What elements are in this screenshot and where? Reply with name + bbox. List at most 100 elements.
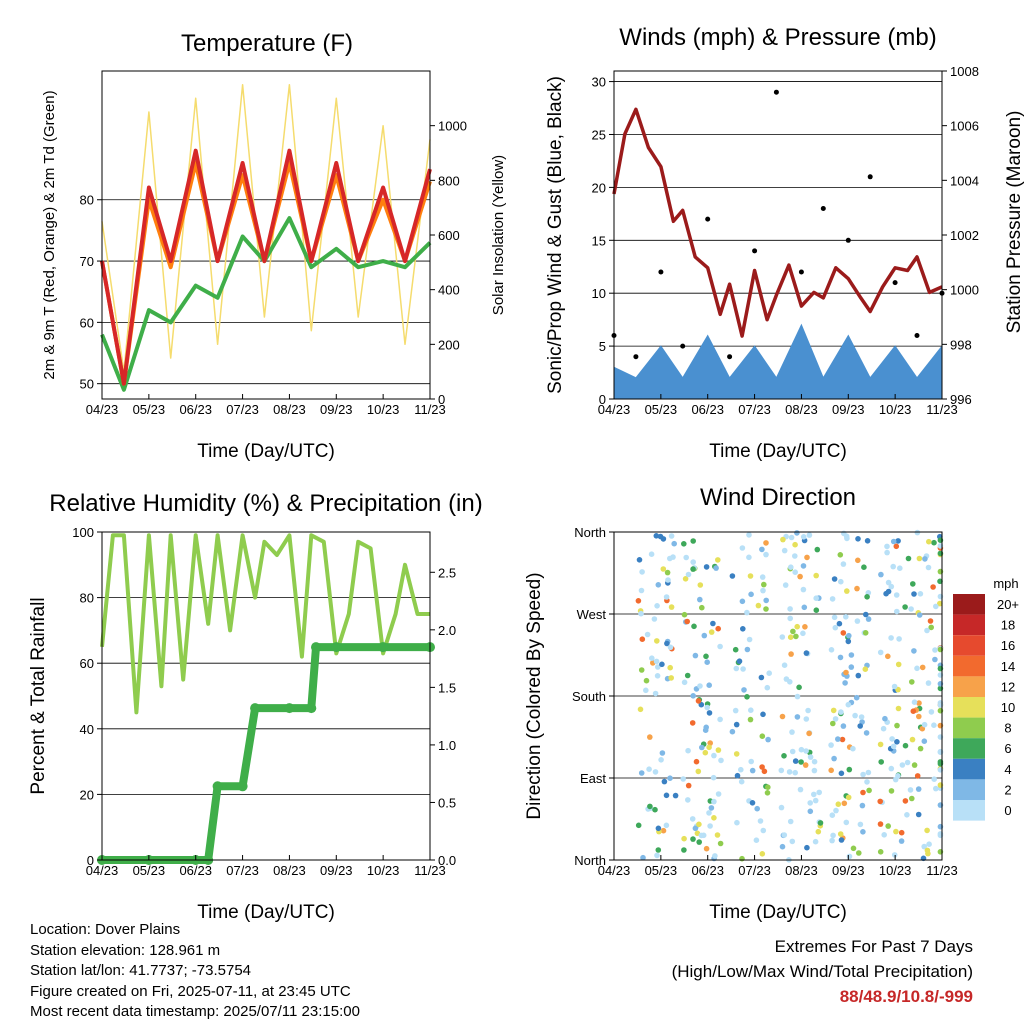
direction-point	[911, 648, 917, 654]
direction-point	[800, 563, 807, 569]
direction-point	[685, 571, 692, 578]
direction-point	[882, 715, 888, 722]
wind-direction-xlabel: Time (Day/UTC)	[709, 902, 847, 923]
direction-point	[877, 741, 884, 748]
y-tick-label: 1008	[950, 64, 979, 79]
y-tick-label: 80	[80, 591, 94, 606]
x-tick-label: 05/23	[645, 863, 678, 878]
y-tick-label: 0	[599, 392, 606, 407]
direction-point	[841, 800, 848, 807]
direction-point	[712, 853, 718, 859]
y-tick-label: 30	[592, 75, 606, 90]
direction-point	[717, 840, 724, 847]
direction-point	[700, 832, 707, 839]
x-tick-label: 10/23	[879, 863, 912, 878]
direction-point	[699, 744, 705, 751]
y-tick-label: West	[577, 607, 607, 622]
direction-point	[655, 664, 661, 670]
humidity-frame	[101, 531, 431, 861]
direction-point	[804, 554, 810, 561]
x-tick-label: 07/23	[738, 863, 771, 878]
direction-point	[813, 607, 820, 613]
temperature-panel: Temperature (F) 04/23 05/23 06/23 07/23 08/2…	[41, 30, 507, 462]
direction-point	[715, 625, 721, 632]
gust-point	[892, 280, 898, 286]
direction-point	[805, 707, 811, 714]
y-tick-label: 5	[599, 339, 606, 354]
extremes-block: Extremes For Past 7 Days (High/Low/Max W…	[672, 934, 973, 1009]
direction-point	[760, 711, 766, 718]
direction-point	[839, 736, 846, 743]
direction-point	[855, 672, 862, 679]
direction-point	[680, 776, 686, 782]
direction-point	[740, 666, 746, 672]
y-tick-label: 100	[72, 525, 94, 540]
x-tick-label: 05/23	[133, 863, 166, 878]
extremes-title: Extremes For Past 7 Days	[774, 937, 973, 956]
direction-point	[732, 646, 739, 653]
direction-point	[863, 611, 869, 618]
direction-point	[926, 841, 932, 847]
direction-point	[811, 791, 817, 798]
direction-point	[860, 829, 866, 835]
direction-point	[797, 786, 804, 793]
direction-point	[729, 728, 736, 735]
direction-point	[636, 557, 643, 563]
direction-point	[891, 852, 898, 858]
direction-point	[740, 626, 746, 632]
x-tick-label: 07/23	[738, 402, 771, 417]
direction-point	[759, 574, 766, 580]
temperature-ticks: 04/23 05/23 06/23 07/23 08/23 09/23 10/23 11/23…	[80, 119, 467, 417]
direction-point	[794, 530, 800, 536]
sonic-wind-area	[613, 323, 943, 400]
direction-point	[761, 581, 767, 588]
y-tick-label: 60	[80, 656, 94, 671]
direction-point	[647, 803, 653, 810]
extremes-subtitle: (High/Low/Max Wind/Total Precipitation)	[671, 962, 973, 981]
y-tick-label: 2.5	[438, 565, 456, 580]
x-tick-label: 09/23	[320, 863, 353, 878]
direction-point	[890, 538, 897, 545]
direction-point	[924, 627, 930, 634]
x-tick-label: 04/23	[86, 863, 119, 878]
colorbar-swatch	[953, 635, 985, 656]
colorbar-label: 16	[1001, 638, 1015, 653]
direction-point	[895, 661, 902, 668]
colorbar-label: 2	[1004, 782, 1011, 797]
x-tick-label: 06/23	[179, 402, 212, 417]
y-tick-label: 800	[438, 173, 460, 188]
gust-point	[914, 333, 920, 338]
direction-point	[787, 606, 793, 612]
x-tick-label: 07/23	[226, 402, 259, 417]
direction-point	[909, 736, 916, 743]
direction-point	[895, 705, 902, 712]
direction-point	[715, 557, 721, 563]
direction-point	[657, 533, 664, 540]
direction-point	[734, 819, 740, 826]
direction-point	[672, 792, 679, 799]
direction-point	[789, 838, 796, 845]
humidity-ylabel: Percent & Total Rainfall	[28, 597, 49, 794]
direction-point	[864, 538, 871, 544]
created-text: Figure created on Fri, 2025-07-11, at 23…	[30, 982, 351, 1000]
direction-point	[703, 724, 709, 731]
direction-point	[930, 584, 936, 590]
y-tick-label: 2.0	[438, 623, 456, 638]
direction-point	[763, 606, 769, 612]
direction-point	[663, 822, 670, 829]
direction-point	[857, 723, 863, 729]
precip-point	[284, 703, 295, 714]
winds-xlabel: Time (Day/UTC)	[709, 441, 847, 462]
direction-point	[690, 538, 696, 544]
direction-point	[715, 791, 722, 797]
direction-point	[893, 828, 899, 835]
direction-point	[766, 670, 772, 676]
winds-ylabel: Sonic/Prop Wind & Gust (Blue, Black)	[545, 76, 566, 394]
x-tick-label: 08/23	[273, 863, 306, 878]
direction-point	[835, 801, 842, 807]
direction-point	[763, 551, 769, 558]
direction-point	[744, 646, 751, 653]
direction-point	[803, 716, 810, 722]
direction-point	[692, 652, 699, 659]
